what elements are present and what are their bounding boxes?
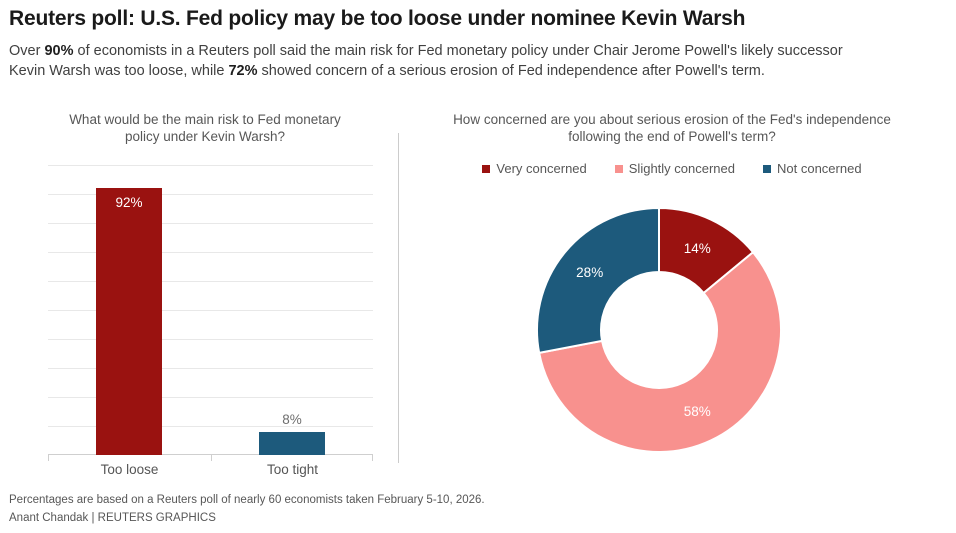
donut-slice-not-concerned	[536, 206, 660, 355]
byline: Anant Chandak | REUTERS GRAPHICS	[9, 512, 216, 524]
legend-item-not-concerned: Not concerned	[763, 161, 862, 176]
gridline	[48, 223, 373, 224]
subtitle: Over 90% of economists in a Reuters poll…	[9, 41, 951, 81]
gridline	[48, 194, 373, 195]
bar-too-loose	[96, 188, 162, 455]
gridline	[48, 165, 373, 166]
legend-label: Not concerned	[777, 161, 862, 176]
axis-tick	[211, 455, 212, 461]
bar-value-label: 92%	[115, 195, 143, 210]
subtitle-segment: Kevin Warsh was too loose, while	[9, 63, 229, 79]
bar-chart-plot: 92% 8%	[48, 165, 373, 461]
subtitle-segment: showed concern of a serious erosion of F…	[257, 63, 765, 79]
donut-slice-label: 28%	[576, 265, 603, 280]
header: Reuters poll: U.S. Fed policy may be too…	[9, 7, 951, 81]
donut-slice-label: 58%	[684, 404, 711, 419]
donut-chart-title: How concerned are you about serious eros…	[412, 111, 932, 145]
subtitle-segment: Over	[9, 43, 45, 59]
donut-legend: Very concerned Slightly concerned Not conc…	[412, 161, 932, 176]
subtitle-line-2: Kevin Warsh was too loose, while 72% sho…	[9, 61, 951, 81]
subtitle-segment: of economists in a Reuters poll said the…	[73, 43, 843, 59]
axis-tick	[48, 455, 49, 461]
legend-label: Slightly concerned	[628, 161, 735, 176]
subtitle-segment: 90%	[44, 43, 74, 59]
legend-swatch	[482, 164, 491, 173]
donut-chart: 14% 58% 28%	[536, 206, 782, 453]
gridline	[48, 368, 373, 369]
bar-chart-title-line-1: What would be the main risk to Fed monet…	[69, 112, 341, 127]
category-label: Too tight	[266, 462, 319, 477]
footer: Percentages are based on a Reuters poll …	[9, 491, 485, 527]
legend-label: Very concerned	[496, 161, 587, 176]
gridline	[48, 397, 373, 398]
gridline	[48, 426, 373, 427]
category-label: Too loose	[100, 462, 159, 477]
chart-divider	[398, 133, 399, 463]
donut-slice-slightly-concerned	[537, 250, 782, 453]
axis-tick	[372, 455, 373, 461]
bar-too-tight	[259, 432, 325, 455]
bar-chart-title-line-2: policy under Kevin Warsh?	[124, 129, 286, 144]
donut-slice-label: 14%	[684, 241, 711, 256]
bar-value-label: 8%	[282, 412, 302, 427]
donut-chart-title-line-2: following the end of Powell's term?	[568, 129, 776, 144]
gridline	[48, 339, 373, 340]
legend-item-slightly-concerned: Slightly concerned	[614, 161, 735, 176]
donut-chart-title-line-1: How concerned are you about serious eros…	[453, 112, 891, 127]
subtitle-line-1: Over 90% of economists in a Reuters poll…	[9, 41, 951, 61]
page-title: Reuters poll: U.S. Fed policy may be too…	[9, 7, 746, 30]
gridline	[48, 310, 373, 311]
source-note: Percentages are based on a Reuters poll …	[9, 494, 485, 506]
legend-item-very-concerned: Very concerned	[482, 161, 587, 176]
legend-swatch	[614, 164, 623, 173]
subtitle-segment: 72%	[228, 63, 258, 79]
legend-swatch	[763, 164, 771, 173]
gridline	[48, 281, 373, 282]
bar-chart-title: What would be the main risk to Fed monet…	[35, 111, 375, 145]
gridline	[48, 252, 373, 253]
